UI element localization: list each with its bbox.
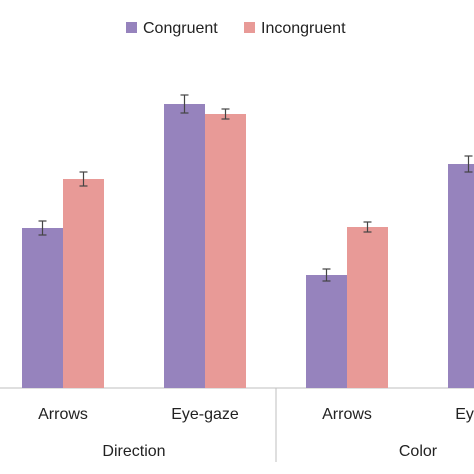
x-tick-label: Eye-gaze <box>171 406 239 423</box>
legend-swatch <box>244 22 255 33</box>
bar <box>63 179 104 388</box>
bar <box>22 228 63 388</box>
error-bar <box>363 221 372 233</box>
error-bar <box>79 171 88 187</box>
bar <box>448 164 474 388</box>
bar <box>164 104 205 388</box>
error-bar <box>322 268 331 282</box>
x-tick-label: Arrows <box>322 406 372 423</box>
error-bar <box>221 108 230 120</box>
error-bar <box>38 220 47 236</box>
x-tick-label: Arrows <box>38 406 88 423</box>
bar <box>306 275 347 388</box>
error-bar <box>464 155 473 173</box>
x-tick-label: Eye-gaze <box>455 406 474 423</box>
legend-label: Incongruent <box>261 20 346 37</box>
bar <box>205 114 246 388</box>
error-bar <box>180 94 189 114</box>
legend-swatch <box>126 22 137 33</box>
group-label: Color <box>399 443 438 460</box>
legend-label: Congruent <box>143 20 218 37</box>
group-label: Direction <box>102 443 165 460</box>
bar <box>347 227 388 388</box>
